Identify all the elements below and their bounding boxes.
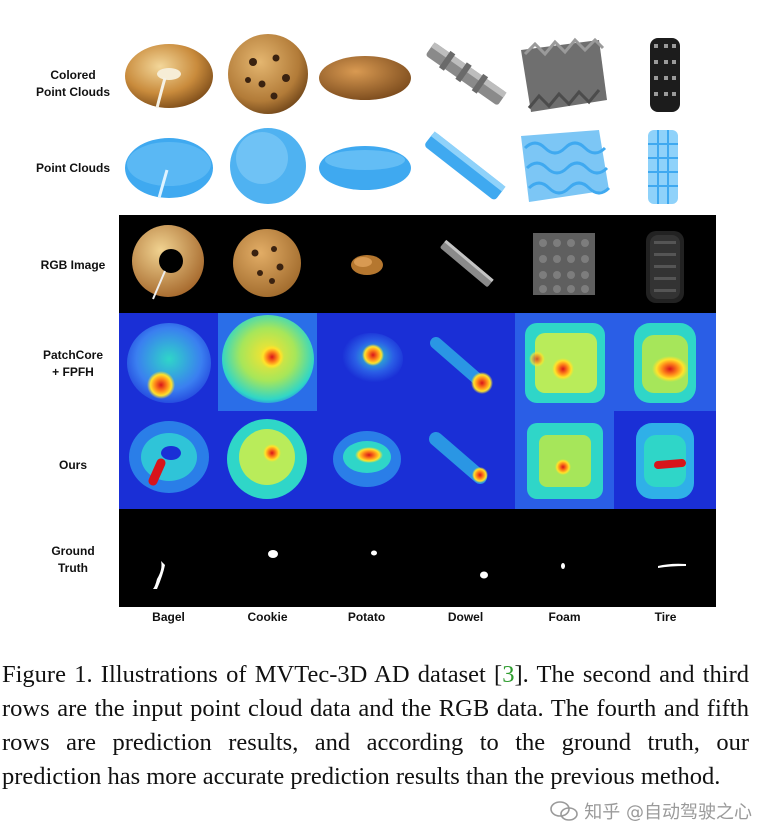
colored-point-cloud-bagel [119,34,218,116]
point-cloud-dowel [416,126,515,208]
patchcore-heatmap-tire [614,313,716,411]
ours-heatmap-tire [614,411,716,509]
ours-heatmap-bagel [119,411,218,509]
colored-point-cloud-tire [614,34,716,116]
column-label-cookie: Cookie [247,610,288,624]
ground-truth-potato [317,509,416,607]
ours-heatmap-cookie [218,411,317,509]
figure-caption: Figure 1. Illustrations of MVTec-3D AD d… [2,658,749,794]
figure: Colored Point Clouds Point Clouds RGB Im… [36,34,716,624]
rgb-image-bagel [119,215,218,313]
patchcore-heatmap-dowel [416,313,515,411]
patchcore-heatmap-bagel [119,313,218,411]
row-label-point-clouds: Point Clouds [36,160,110,175]
colored-point-cloud-dowel [416,34,515,116]
column-label-potato: Potato [347,610,386,624]
ground-truth-dowel [416,509,515,607]
column-label-dowel: Dowel [447,610,484,624]
row-label-colored-point-clouds: Colored Point Clouds [36,68,110,99]
ground-truth-tire [614,509,716,607]
patchcore-heatmap-potato [317,313,416,411]
row-label-rgb-image: RGB Image [40,257,106,272]
ours-heatmap-potato [317,411,416,509]
row-label-ours: Ours [58,457,87,472]
rgb-image-tire [614,215,716,313]
rgb-image-dowel [416,215,515,313]
wechat-logo-icon [550,801,579,821]
column-label-tire: Tire [654,610,677,624]
colored-point-cloud-potato [317,34,416,116]
watermark-text: 知乎 @自动驾驶之心 [584,802,752,823]
point-cloud-potato [317,126,416,208]
row-label-patchcore-fpfh: PatchCore + FPFH [42,348,104,379]
ground-truth-cookie [218,509,317,607]
ground-truth-foam [515,509,614,607]
ours-heatmap-dowel [416,411,515,509]
patchcore-heatmap-foam [515,313,614,411]
row-label-ground-truth: Ground Truth [51,544,95,575]
column-label-bagel: Bagel [152,610,185,624]
caption-suffix: ]. The second and third rows are the inp… [2,661,749,790]
colored-point-cloud-foam [515,34,614,116]
rgb-image-foam [515,215,614,313]
patchcore-heatmap-cookie [218,313,317,411]
column-label-foam: Foam [548,610,581,624]
point-cloud-bagel [119,126,218,208]
rgb-image-cookie [218,215,317,313]
rgb-image-potato [317,215,416,313]
point-cloud-foam [515,126,614,208]
ours-heatmap-foam [515,411,614,509]
colored-point-cloud-cookie [218,34,317,116]
ground-truth-bagel [119,509,218,607]
image-grid [119,215,716,607]
citation-link[interactable]: 3 [502,661,515,688]
point-cloud-tire [614,126,716,208]
point-cloud-cookie [218,126,317,208]
caption-prefix: Figure 1. Illustrations of MVTec-3D AD d… [2,661,503,688]
watermark: 知乎 @自动驾驶之心 [546,798,756,824]
